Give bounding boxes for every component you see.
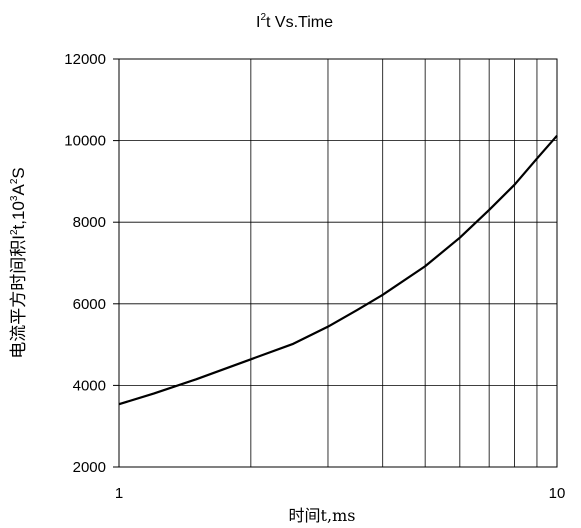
y-axis: 2000 4000 6000 8000 10000 12000 — [64, 51, 119, 476]
y-axis-label-cjk: 电流平方时间积 — [9, 240, 29, 359]
y-axis-label-i: I — [9, 235, 28, 240]
grid — [119, 58, 557, 468]
y-tick-label: 12000 — [64, 51, 106, 68]
x-tick-label: 1 — [115, 485, 123, 502]
y-tick-label: 8000 — [73, 214, 106, 231]
series-line — [118, 134, 558, 406]
y-tick-label: 10000 — [64, 133, 106, 150]
y-axis-label: 电流平方时间积I2t,103A2S — [9, 167, 29, 358]
y-tick-label: 6000 — [73, 296, 106, 313]
y-tick-label: 4000 — [73, 377, 106, 394]
y-tick-label: 2000 — [73, 459, 106, 476]
chart-title: I2t Vs.Time — [256, 12, 333, 31]
plot-frame — [118, 58, 558, 468]
series-group — [118, 134, 558, 406]
x-tick-label: 10 — [549, 485, 566, 502]
svg-text:电流平方时间积I2t,103A2S: 电流平方时间积I2t,103A2S — [9, 167, 29, 358]
x-axis: 1 10 — [115, 485, 566, 502]
x-axis-label: 时间t,ms — [289, 506, 356, 525]
